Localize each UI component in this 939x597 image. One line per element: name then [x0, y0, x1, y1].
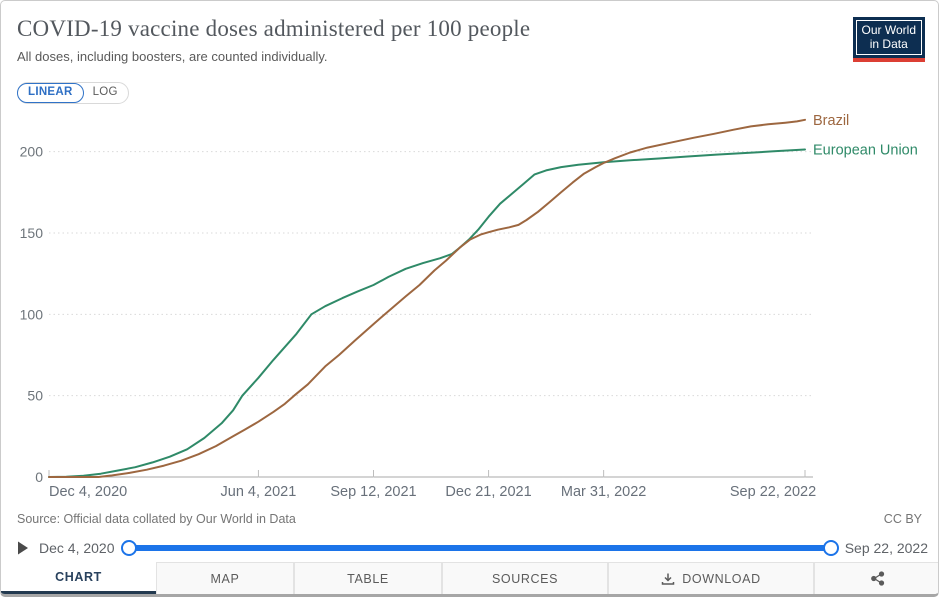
tab-map[interactable]: MAP: [156, 562, 294, 594]
x-tick-label: Mar 31, 2022: [561, 484, 646, 500]
share-icon: [870, 571, 885, 586]
series-line-european-union: [48, 148, 806, 478]
chart-subtitle: All doses, including boosters, are count…: [17, 49, 328, 64]
owid-logo[interactable]: Our World in Data: [852, 17, 925, 62]
y-tick-label: 150: [20, 225, 44, 241]
chart-plot-area: 0 50 100 150 200 Dec 4, 2020 Jun 4, 2021 Sep 12…: [1, 99, 938, 508]
y-tick-label: 100: [20, 306, 44, 322]
y-tick-label: 50: [27, 388, 43, 404]
x-tick-label: Jun 4, 2021: [221, 484, 297, 500]
owid-logo-text: Our World in Data: [855, 20, 922, 55]
x-tick-label: Dec 4, 2020: [49, 484, 127, 500]
play-button[interactable]: [17, 540, 31, 556]
timeline-slider-track[interactable]: [124, 545, 835, 551]
license-link[interactable]: CC BY: [883, 512, 922, 526]
line-chart: 0 50 100 150 200 Dec 4, 2020 Jun 4, 2021 Sep 12…: [20, 113, 918, 500]
download-icon: [661, 572, 675, 586]
timeline-start-date: Dec 4, 2020: [39, 540, 115, 556]
timeline-start-handle[interactable]: [120, 540, 137, 556]
page-title: COVID-19 vaccine doses administered per …: [17, 16, 531, 41]
timeline-end-date: Sep 22, 2022: [844, 540, 928, 556]
tab-download[interactable]: DOWNLOAD: [608, 562, 814, 594]
tab-table[interactable]: TABLE: [294, 562, 442, 594]
source-text: Source: Official data collated by Our Wo…: [17, 512, 296, 526]
tab-share[interactable]: [814, 562, 938, 594]
tab-chart[interactable]: CHART: [1, 562, 156, 594]
y-tick-label: 200: [20, 144, 44, 160]
x-tick-label: Sep 12, 2021: [330, 484, 416, 500]
log-button[interactable]: LOG: [92, 86, 118, 99]
play-icon: [18, 541, 28, 555]
series-label-brazil[interactable]: Brazil: [813, 113, 849, 129]
x-tick-label: Sep 22, 2022: [730, 484, 816, 500]
timeline-slider[interactable]: [120, 540, 839, 556]
y-tick-label: 0: [35, 469, 43, 485]
series-line-brazil: [48, 118, 806, 478]
scale-toggle: LINEAR LOG: [17, 82, 129, 104]
source-row: Source: Official data collated by Our Wo…: [17, 512, 922, 526]
linear-button[interactable]: LINEAR: [17, 83, 84, 103]
timeline-controls: Dec 4, 2020 Sep 22, 2022: [17, 536, 928, 560]
series-label-european-union[interactable]: European Union: [813, 143, 918, 159]
tab-bar: CHART MAP TABLE SOURCES DOWNLOAD: [1, 562, 938, 594]
timeline-end-handle[interactable]: [822, 540, 839, 556]
x-tick-label: Dec 21, 2021: [445, 484, 531, 500]
tab-sources[interactable]: SOURCES: [442, 562, 608, 594]
